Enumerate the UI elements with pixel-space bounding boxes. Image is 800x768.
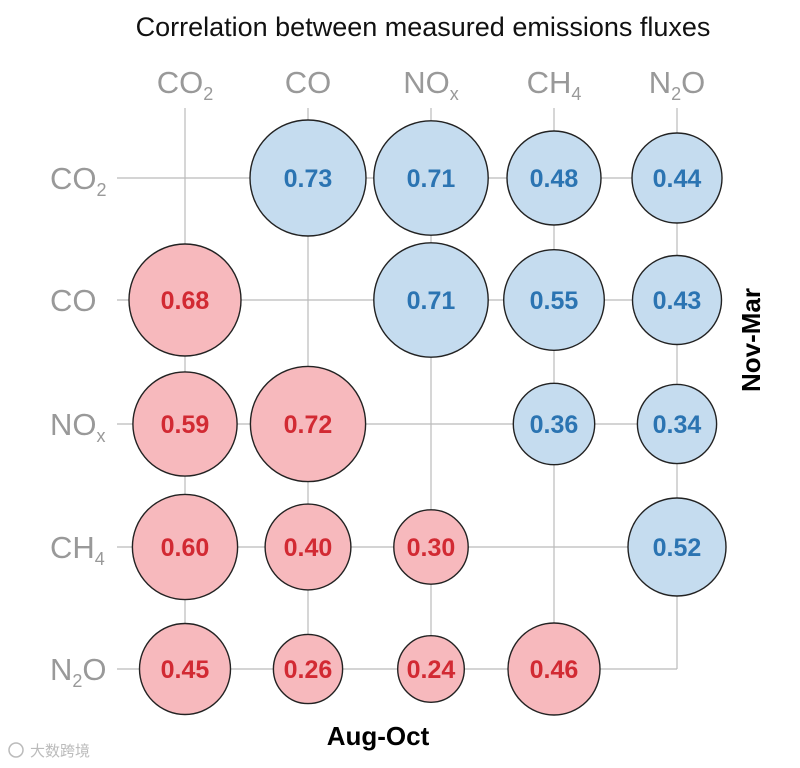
bubble-n2o-ch4: [507, 622, 601, 716]
value-label-nox-ch4: 0.36: [530, 411, 579, 439]
bubble-n2o-co: [272, 633, 344, 705]
bubble-ch4-n2o: [627, 497, 727, 597]
value-label-co2-co: 0.73: [284, 165, 333, 193]
value-label-co-n2o: 0.43: [653, 287, 702, 315]
value-label-nox-co2: 0.59: [161, 411, 210, 439]
value-label-n2o-ch4: 0.46: [530, 656, 579, 684]
bubble-ch4-co2: [131, 493, 239, 601]
value-label-co2-nox: 0.71: [407, 165, 456, 193]
value-label-ch4-co: 0.40: [284, 534, 333, 562]
bubble-nox-ch4: [512, 382, 596, 466]
value-label-ch4-co2: 0.60: [161, 534, 210, 562]
legend-nov-mar: Nov-Mar: [736, 288, 766, 392]
value-label-n2o-co: 0.26: [284, 656, 333, 684]
bubble-co-n2o: [631, 254, 723, 346]
row-label-nox: NOx: [50, 407, 106, 446]
bubbles: 0.73 0.71 0.48 0.44 0.71 0.55 0.43 0.36 0.34 0.52…: [128, 119, 727, 716]
value-label-n2o-nox: 0.24: [407, 656, 456, 684]
value-label-co-ch4: 0.55: [530, 287, 579, 315]
row-label-ch4: CH4: [50, 530, 105, 569]
value-label-co-co2: 0.68: [161, 287, 210, 315]
watermark-text: 大数跨境: [30, 742, 90, 760]
value-label-co2-n2o: 0.44: [653, 165, 702, 193]
bubble-nox-co2: [132, 371, 238, 477]
bubble-co-nox: [373, 242, 489, 358]
bubble-co-ch4: [503, 248, 606, 351]
bubble-nox-n2o: [636, 383, 718, 465]
value-label-ch4-nox: 0.30: [407, 534, 456, 562]
row-label-n2o: N2O: [50, 652, 107, 691]
bubble-co-co2: [128, 243, 242, 357]
row-label-co2: CO2: [50, 161, 107, 200]
col-label-ch4: CH4: [527, 65, 582, 104]
row-label-co: CO: [50, 283, 97, 318]
axis-labels: CO2 CO2 CO CO NOx NOx CH4 CH4 N2O N2O: [50, 65, 705, 691]
bubble-co2-nox: [373, 120, 489, 236]
bubble-co2-co: [249, 119, 367, 237]
bubble-co2-ch4: [506, 130, 602, 226]
value-label-n2o-co2: 0.45: [161, 656, 210, 684]
legend-aug-oct: Aug-Oct: [327, 721, 430, 751]
bubble-nox-co: [249, 365, 367, 483]
col-label-co2: CO2: [157, 65, 214, 104]
bubble-ch4-co: [264, 503, 352, 591]
chart-title: Correlation between measured emissions f…: [136, 12, 711, 42]
bubble-ch4-nox: [393, 509, 469, 585]
bubble-n2o-nox: [397, 635, 466, 704]
col-label-nox: NOx: [403, 65, 459, 104]
bubble-co2-n2o: [631, 132, 723, 224]
value-label-nox-n2o: 0.34: [653, 411, 702, 439]
value-label-ch4-n2o: 0.52: [653, 534, 702, 562]
watermark-logo-icon: [8, 742, 24, 758]
value-label-nox-co: 0.72: [284, 411, 333, 439]
watermark: 大数跨境: [8, 742, 90, 760]
value-label-co2-ch4: 0.48: [530, 165, 579, 193]
bubble-n2o-co2: [138, 622, 232, 716]
value-label-co-nox: 0.71: [407, 287, 456, 315]
col-label-n2o: N2O: [649, 65, 706, 104]
col-label-co: CO: [285, 65, 332, 100]
